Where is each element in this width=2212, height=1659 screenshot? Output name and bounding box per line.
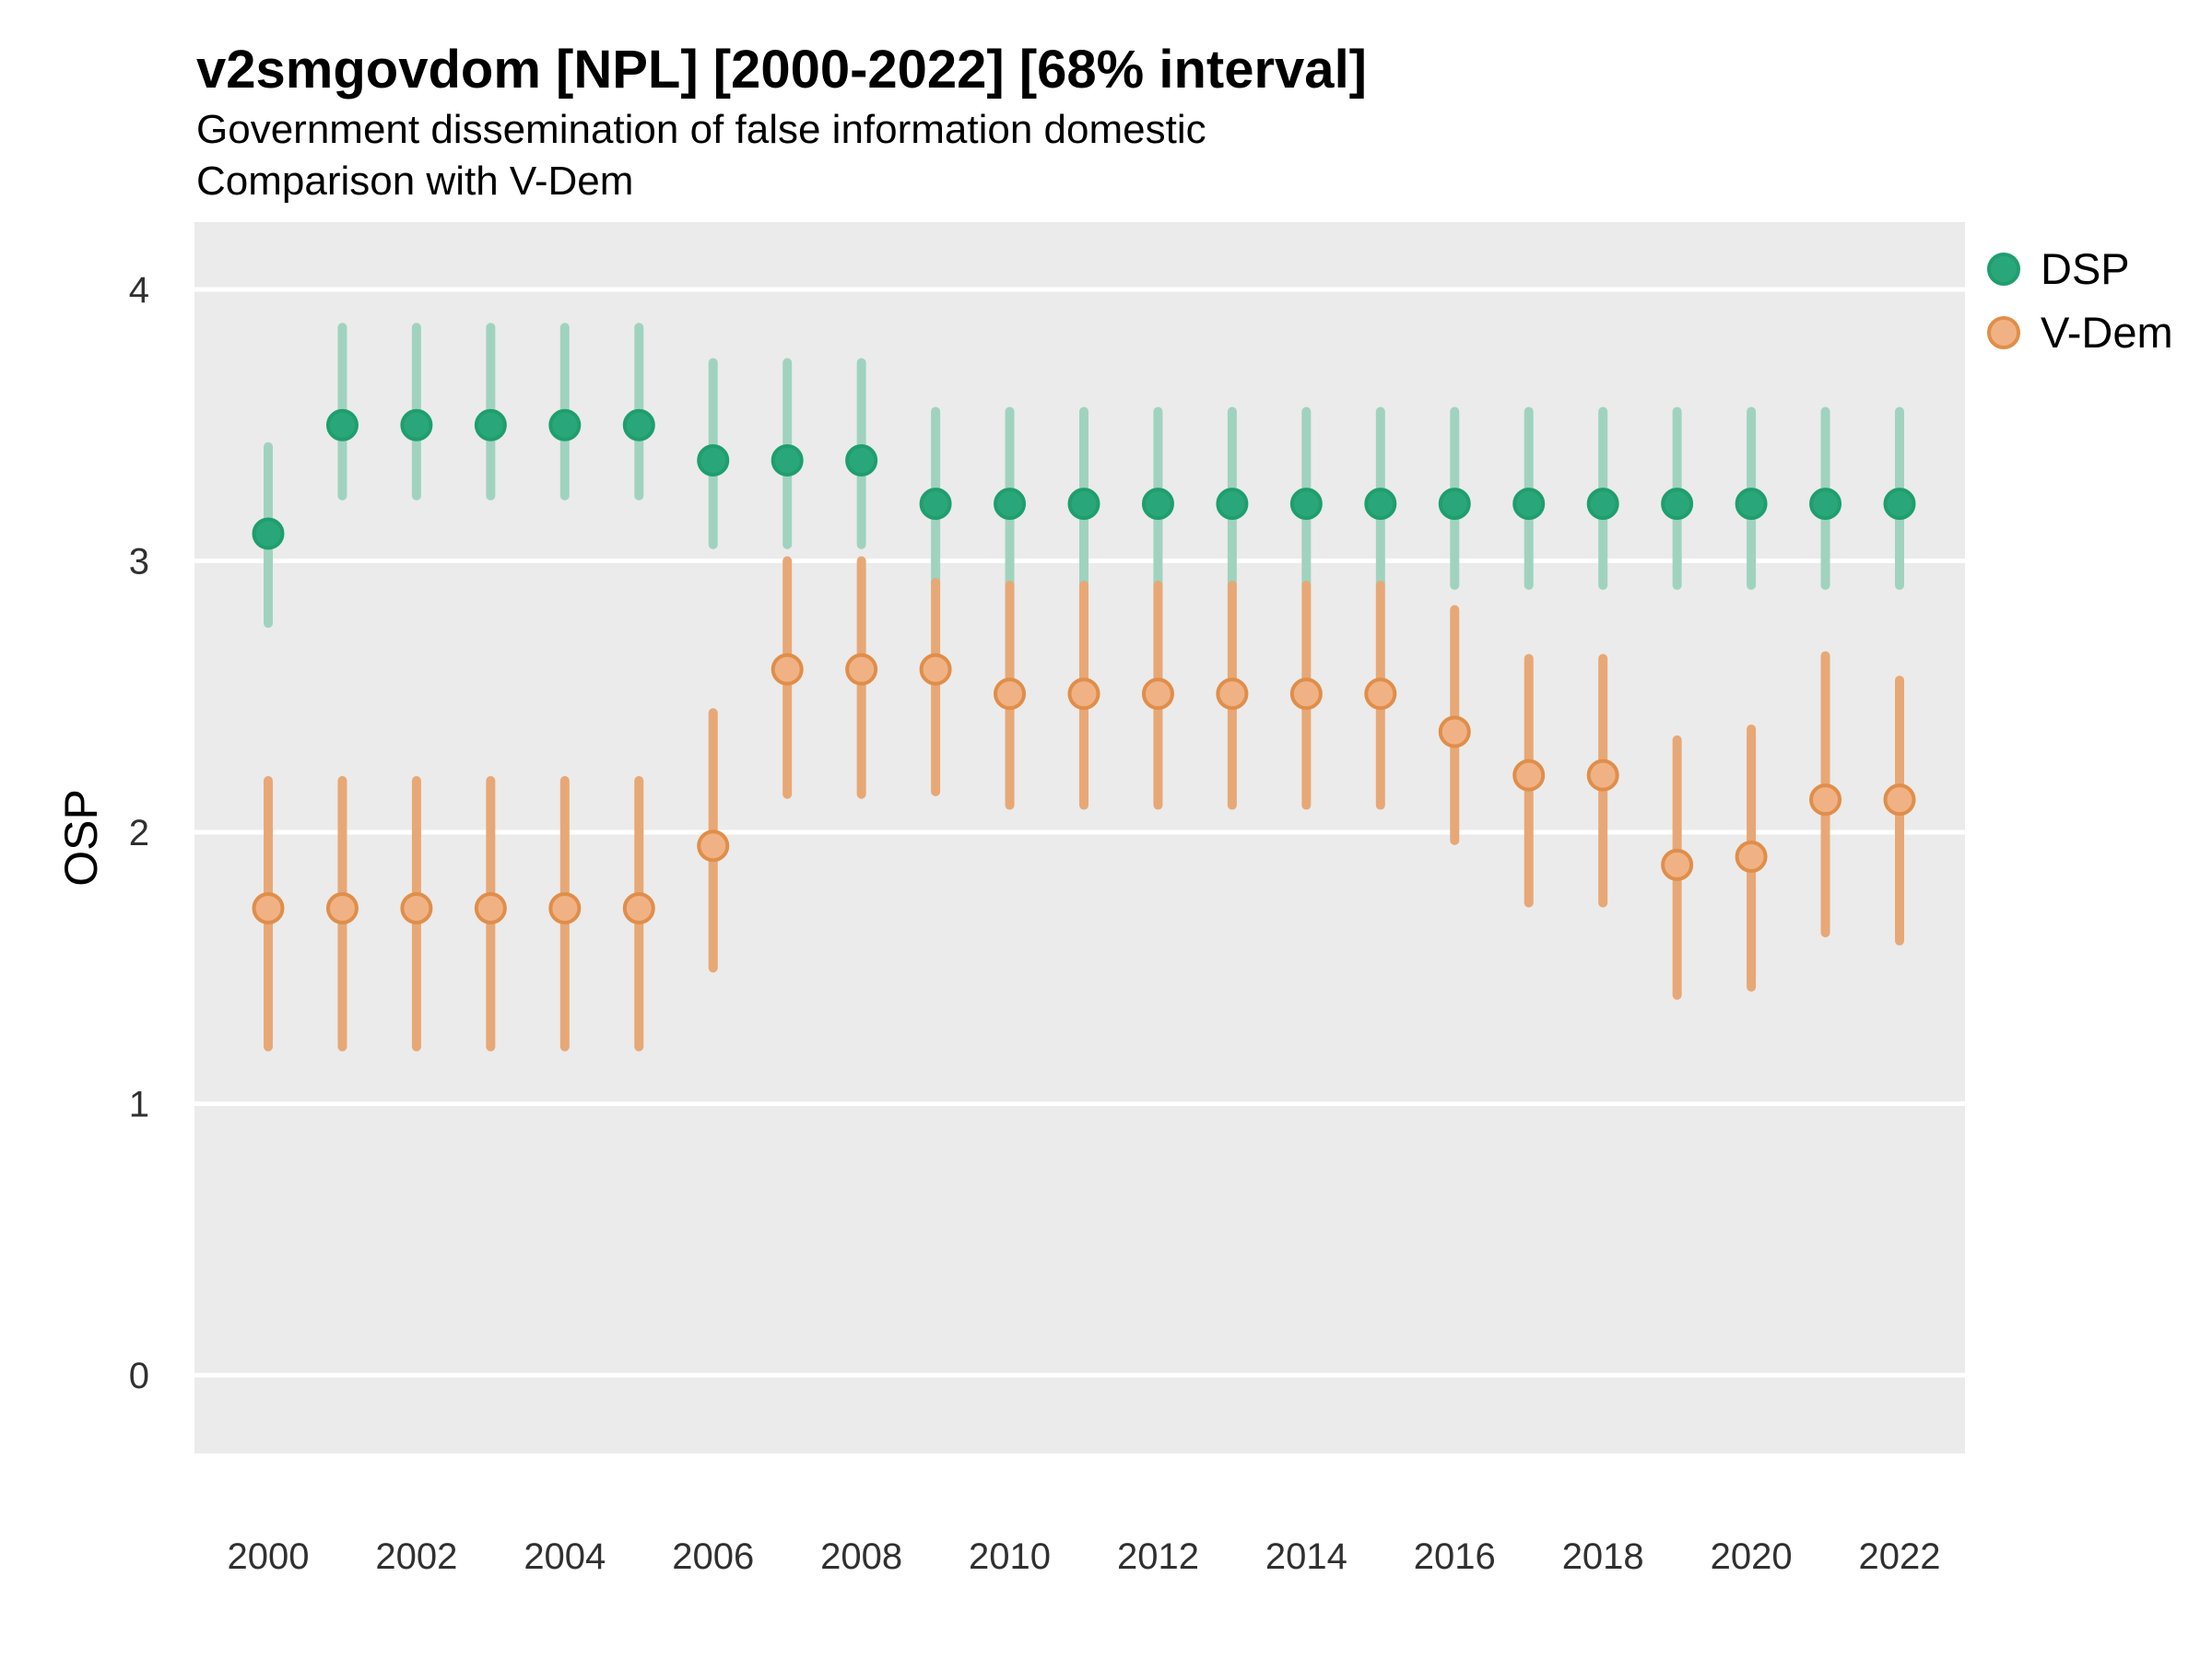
vdem-point-2009: [919, 653, 952, 686]
vdem-point-2004: [548, 891, 582, 924]
vdem-point-2017: [1512, 759, 1546, 792]
chart-title: v2smgovdom [NPL] [2000-2022] [68% interv…: [196, 40, 1367, 100]
dsp-point-2014: [1289, 488, 1323, 521]
x-tick-label: 2010: [969, 1536, 1051, 1577]
x-tick-label: 2020: [1711, 1536, 1793, 1577]
y-tick-label: 4: [129, 270, 149, 311]
vdem-point-2018: [1586, 759, 1619, 792]
vdem-point-2003: [474, 891, 507, 924]
x-tick-label: 2016: [1414, 1536, 1496, 1577]
dsp-point-2007: [771, 444, 804, 477]
vdem-point-2012: [1141, 677, 1174, 711]
x-tick-label: 2008: [820, 1536, 902, 1577]
vdem-point-2013: [1216, 677, 1249, 711]
vdem-point-2002: [400, 891, 433, 924]
x-tick-label: 2014: [1265, 1536, 1347, 1577]
dsp-point-2008: [845, 444, 878, 477]
dsp-point-2004: [548, 408, 582, 441]
dsp-point-2006: [697, 444, 730, 477]
y-tick-label: 2: [129, 813, 149, 853]
dsp-point-2011: [1067, 488, 1100, 521]
dsp-point-2021: [1809, 488, 1842, 521]
legend-label-dsp: DSP: [2041, 244, 2130, 293]
dsp-point-2013: [1216, 488, 1249, 521]
x-tick-label: 2000: [228, 1536, 310, 1577]
vdem-point-2021: [1809, 783, 1842, 817]
vdem-point-2014: [1289, 677, 1323, 711]
x-tick-label: 2012: [1117, 1536, 1199, 1577]
legend-entry-vdem: V-Dem: [1987, 311, 2173, 354]
vdem-point-2019: [1661, 848, 1694, 881]
x-tick-label: 2004: [524, 1536, 606, 1577]
vdem-point-2001: [325, 891, 359, 924]
plot-panel: [194, 222, 1965, 1453]
dsp-point-2000: [252, 517, 285, 550]
vdem-point-2011: [1067, 677, 1100, 711]
vdem-point-2007: [771, 653, 804, 686]
vdem-point-2008: [845, 653, 878, 686]
dsp-legend-dot-icon: [1987, 252, 2020, 286]
y-tick-label: 3: [129, 542, 149, 582]
legend-entry-dsp: DSP: [1987, 247, 2173, 290]
x-tick-label: 2002: [375, 1536, 457, 1577]
x-tick-label: 2018: [1562, 1536, 1644, 1577]
y-tick-label: 1: [129, 1085, 149, 1125]
chart-subtitle-2: Comparison with V-Dem: [196, 159, 634, 204]
dsp-point-2019: [1661, 488, 1694, 521]
x-tick-label: 2006: [672, 1536, 754, 1577]
legend: DSP V-Dem: [1987, 247, 2173, 354]
vdem-point-2022: [1883, 783, 1916, 817]
vdem-point-2020: [1735, 841, 1768, 874]
dsp-point-2009: [919, 488, 952, 521]
dsp-point-2001: [325, 408, 359, 441]
y-tick-label: 0: [129, 1356, 149, 1396]
vdem-point-2006: [697, 830, 730, 863]
x-tick-label: 2022: [1859, 1536, 1941, 1577]
chart-subtitle-1: Government dissemination of false inform…: [196, 107, 1206, 152]
dsp-point-2002: [400, 408, 433, 441]
vdem-legend-dot-icon: [1987, 315, 2020, 349]
dsp-point-2018: [1586, 488, 1619, 521]
dsp-point-2022: [1883, 488, 1916, 521]
vdem-point-2005: [622, 891, 655, 924]
dsp-point-2012: [1141, 488, 1174, 521]
dsp-point-2005: [622, 408, 655, 441]
vdem-point-2010: [994, 677, 1027, 711]
dsp-point-2003: [474, 408, 507, 441]
vdem-point-2015: [1364, 677, 1397, 711]
dsp-point-2015: [1364, 488, 1397, 521]
dsp-point-2017: [1512, 488, 1546, 521]
vdem-point-2000: [252, 891, 285, 924]
dsp-point-2020: [1735, 488, 1768, 521]
dsp-point-2010: [994, 488, 1027, 521]
dsp-point-2016: [1438, 488, 1471, 521]
legend-label-vdem: V-Dem: [2041, 308, 2173, 357]
vdem-point-2016: [1438, 715, 1471, 748]
